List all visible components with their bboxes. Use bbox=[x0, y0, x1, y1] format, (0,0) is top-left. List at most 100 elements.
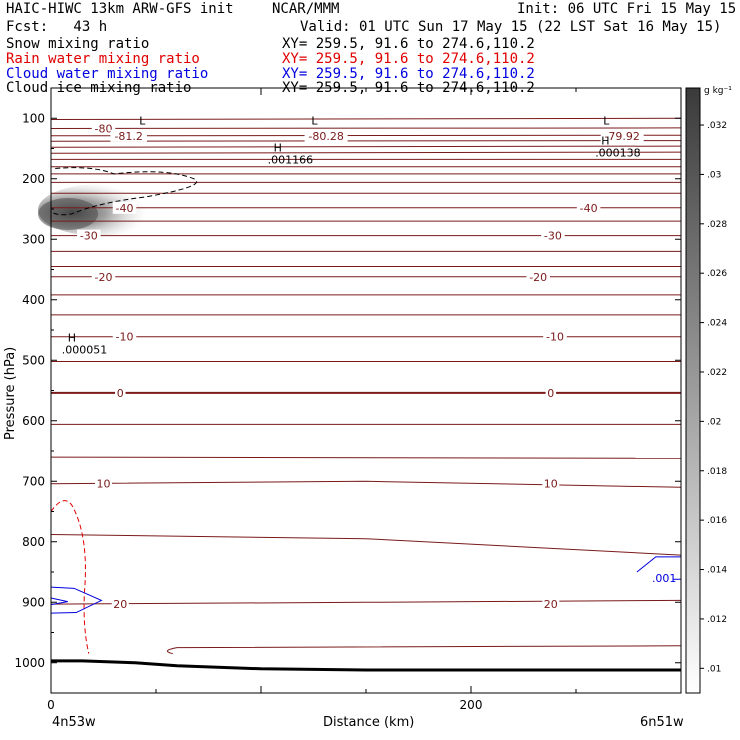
y-tick-label-5: 600 bbox=[22, 414, 45, 428]
colorbar-tick-label-5: .02 bbox=[707, 417, 721, 427]
field-rain-xy: XY= 259.5, 91.6 to 274.6,110.2 bbox=[282, 51, 535, 67]
isotherm-label-10: -10 bbox=[116, 331, 134, 344]
isotherm-label-15: 10 bbox=[544, 478, 558, 491]
colorbar-tick-label-4: .018 bbox=[707, 467, 727, 477]
field-rain-name: Rain water mixing ratio bbox=[6, 51, 200, 67]
extremum-letter-0: L bbox=[139, 114, 146, 127]
isotherm-line-25 bbox=[50, 534, 682, 556]
isotherm-label-14: 10 bbox=[97, 478, 111, 491]
cloud-ice-contour bbox=[50, 167, 197, 216]
isotherm-label-bg-12 bbox=[115, 386, 126, 399]
colorbar-tick-label-8: .026 bbox=[707, 269, 727, 279]
colorbar-tick-label-1: .012 bbox=[707, 615, 727, 625]
y-tick-label-3: 400 bbox=[22, 293, 45, 307]
isotherm-line-4 bbox=[50, 145, 682, 148]
isotherm-label-bg-9 bbox=[526, 270, 550, 283]
extremum-letter-2: L bbox=[603, 114, 610, 127]
isotherm-label-7: -30 bbox=[544, 230, 562, 243]
isotherm-line-24 bbox=[50, 480, 682, 488]
colorbar-tick-label-9: .028 bbox=[707, 220, 727, 230]
x-tick-label-1: 200 bbox=[460, 698, 483, 712]
isotherm-surface-loop bbox=[166, 645, 682, 655]
extremum-value-3: .001166 bbox=[268, 154, 314, 167]
y-tick-label-1: 200 bbox=[22, 172, 45, 186]
colorbar-unit: g kg⁻¹ bbox=[704, 86, 732, 96]
isotherm-label-bg-1 bbox=[110, 129, 147, 142]
x-tick-label-0: 0 bbox=[47, 698, 55, 712]
isotherm-label-bg-7 bbox=[541, 229, 565, 242]
isotherm-label-9: -20 bbox=[529, 271, 547, 284]
institution-label: NCAR/MMM bbox=[272, 1, 340, 17]
isotherm-label-4: -40 bbox=[116, 202, 134, 215]
isotherm-line-5 bbox=[50, 151, 682, 154]
x-right-location: 6n51w bbox=[640, 715, 684, 730]
isotherm-line-1 bbox=[50, 127, 682, 129]
y-tick-label-9: 1000 bbox=[14, 656, 45, 670]
isotherm-label-bg-10 bbox=[112, 330, 137, 343]
isotherm-line-23 bbox=[50, 456, 682, 459]
isotherm-label-bg-16 bbox=[111, 598, 129, 611]
isotherm-label-3: -79.92 bbox=[604, 130, 639, 143]
isotherm-label-1: -81.2 bbox=[114, 130, 142, 143]
colorbar-tick-label-0: .01 bbox=[707, 664, 721, 674]
isotherm-label-0: -80 bbox=[95, 123, 113, 136]
isotherm-label-13: 0 bbox=[547, 387, 554, 400]
isotherm-label-2: -80.28 bbox=[308, 130, 343, 143]
extremum-letter-1: L bbox=[311, 114, 318, 127]
extremum-letter-5: H bbox=[68, 331, 76, 344]
terrain-line bbox=[51, 659, 681, 672]
isotherm-label-bg-6 bbox=[77, 229, 101, 242]
isotherm-label-bg-5 bbox=[576, 201, 601, 214]
isotherm-line-26 bbox=[50, 599, 682, 605]
y-axis-label: Pressure (hPa) bbox=[3, 347, 18, 440]
field-cloudwater-xy: XY= 259.5, 91.6 to 274.6,110.2 bbox=[282, 66, 535, 82]
isotherm-label-8: -20 bbox=[95, 271, 113, 284]
isotherm-label-bg-14 bbox=[95, 477, 112, 490]
y-tick-label-0: 100 bbox=[22, 111, 45, 125]
cloud-water-contour-right bbox=[636, 556, 681, 573]
isotherm-line-0 bbox=[50, 117, 682, 120]
rain-water-contour bbox=[50, 500, 90, 654]
y-tick-label-8: 900 bbox=[22, 595, 45, 609]
cloud-water-contour-left-inner bbox=[50, 597, 68, 606]
isotherm-label-12: 0 bbox=[117, 387, 124, 400]
snow-shading-core bbox=[38, 198, 98, 230]
y-tick-label-6: 700 bbox=[22, 474, 45, 488]
x-axis-label: Distance (km) bbox=[323, 715, 414, 730]
colorbar-tick-label-2: .014 bbox=[707, 566, 727, 576]
isotherm-label-5: -40 bbox=[580, 202, 598, 215]
colorbar-tick-label-3: .016 bbox=[707, 516, 727, 526]
colorbar-tick-label-6: .022 bbox=[707, 368, 727, 378]
y-tick-label-4: 500 bbox=[22, 353, 45, 367]
isotherm-label-11: -10 bbox=[546, 331, 564, 344]
colorbar-tick-label-7: .024 bbox=[707, 319, 727, 329]
isotherm-label-bg-11 bbox=[543, 330, 567, 343]
x-left-location: 4n53w bbox=[52, 715, 96, 730]
isotherm-label-bg-4 bbox=[112, 201, 137, 214]
colorbar-tick-label-10: .03 bbox=[707, 170, 721, 180]
isotherm-line-2 bbox=[50, 134, 682, 137]
isotherm-label-bg-2 bbox=[304, 129, 348, 142]
model-title: HAIC-HIWC 13km ARW-GFS init bbox=[6, 1, 234, 17]
y-tick-label-7: 800 bbox=[22, 535, 45, 549]
field-cloudwater-name: Cloud water mixing ratio bbox=[6, 66, 209, 82]
isotherm-label-bg-0 bbox=[91, 122, 116, 135]
isotherm-label-bg-17 bbox=[542, 598, 560, 611]
extremum-value-5: .000051 bbox=[62, 343, 108, 356]
extremum-value-4: .000138 bbox=[595, 146, 641, 159]
isotherm-label-bg-13 bbox=[545, 386, 557, 399]
init-time: Init: 06 UTC Fri 15 May 15 bbox=[517, 1, 737, 17]
isotherm-line-3 bbox=[50, 140, 682, 142]
extremum-letter-4: H bbox=[601, 134, 609, 147]
y-tick-label-2: 300 bbox=[22, 232, 45, 246]
isotherm-label-16: 20 bbox=[113, 598, 127, 611]
forecast-hour: Fcst: 43 h bbox=[6, 19, 108, 35]
cloud-water-contour-left bbox=[50, 586, 103, 614]
colorbar-tick-label-11: .032 bbox=[707, 121, 727, 131]
extremum-letter-3: H bbox=[274, 142, 282, 155]
cloud-water-label: .001 bbox=[652, 572, 677, 585]
isotherm-label-6: -30 bbox=[80, 230, 98, 243]
field-snow-xy: XY= 259.5, 91.6 to 274.6,110.2 bbox=[282, 36, 535, 52]
isotherm-label-17: 20 bbox=[544, 598, 558, 611]
